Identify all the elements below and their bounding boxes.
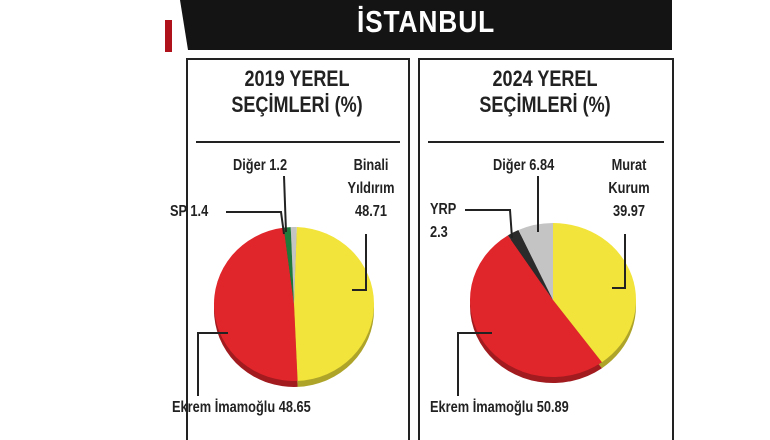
label-text: YRP [430,201,457,218]
leader-diger-2019 [283,175,287,233]
leader-sp-2019 [226,211,285,235]
leader-murat-2024 [612,234,626,289]
label-text: Binali [353,157,389,174]
pie-0 [213,227,375,387]
red-accent-strip [165,20,172,52]
chart-title-2024: 2024 YEREL SEÇİMLERİ (%) [441,66,649,118]
label-value: 48.71 [354,203,388,220]
leader-lines [197,175,626,396]
label-diger-2019: Diğer 1.2 [233,157,288,174]
pie-slice-di-er [518,223,553,300]
label-value: 2.3 [430,224,448,241]
title-line: SEÇİMLERİ (%) [231,92,363,117]
pie-slice-ekrem-i-mamo-lu [469,235,602,378]
title-rule [428,141,664,143]
title-line: 2024 YEREL [492,66,598,91]
pie-1 [469,223,637,383]
leader-ekrem-2024 [457,332,492,396]
label-ekrem-2019: Ekrem İmamoğlu 48.65 [172,399,311,416]
leader-yrp-2024 [465,209,513,239]
label-murat-2024: Murat Kurum 39.97 [601,154,657,223]
label-text: Yıldırım [347,180,395,197]
title-line: 2019 YEREL [244,66,350,91]
pie-slice-murat-kurum [553,223,636,363]
label-text: Kurum [608,180,650,197]
label-binali-2019: Binali Yıldırım 48.71 [343,154,399,223]
label-sp-2019: SP 1.4 [170,203,209,220]
label-ekrem-2024: Ekrem İmamoğlu 50.89 [430,399,569,416]
pie-slice-ekrem-i-mamo-lu [213,227,298,382]
header-title: İSTANBUL [356,4,496,39]
pie-slice-di-er [290,227,297,304]
label-value: 39.97 [612,203,646,220]
pie-slice-binali-y-ld-r-m [294,227,375,381]
label-text: Murat [611,157,647,174]
label-diger-2024: Diğer 6.84 [493,157,555,174]
pie-slice-yrp [507,230,553,300]
leader-binali-2019 [352,234,367,291]
title-line: SEÇİMLERİ (%) [479,92,611,117]
header-banner [165,0,672,52]
title-rule [196,141,400,143]
chart-title-2019: 2019 YEREL SEÇİMLERİ (%) [206,66,388,118]
leader-ekrem-2019 [197,332,228,396]
pie-slice-sp [283,227,294,304]
banner-background [180,0,672,50]
label-yrp-2024: YRP 2.3 [430,198,456,244]
